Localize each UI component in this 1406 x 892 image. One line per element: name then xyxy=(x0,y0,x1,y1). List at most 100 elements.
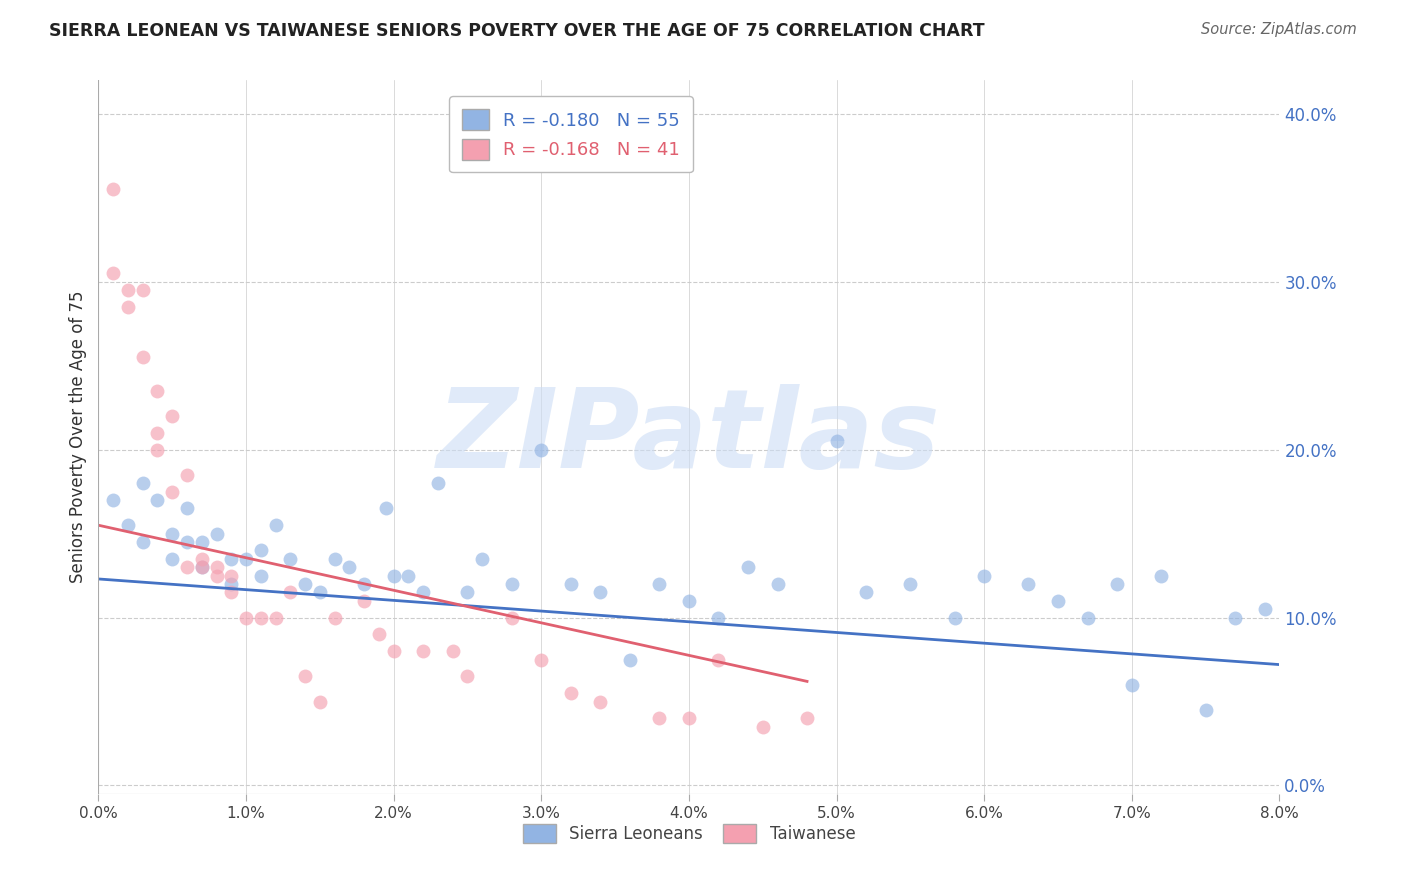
Point xyxy=(191,560,214,574)
Point xyxy=(457,585,479,599)
Point xyxy=(103,493,125,508)
Point xyxy=(648,711,671,725)
Point xyxy=(117,283,139,297)
Point xyxy=(205,568,228,582)
Point xyxy=(530,442,553,457)
Point xyxy=(560,686,582,700)
Point xyxy=(427,476,450,491)
Point xyxy=(589,585,612,599)
Point xyxy=(294,577,316,591)
Point xyxy=(132,476,155,491)
Point xyxy=(796,711,818,725)
Point xyxy=(221,585,243,599)
Point xyxy=(221,568,243,582)
Point xyxy=(766,577,789,591)
Point xyxy=(678,711,700,725)
Point xyxy=(250,568,273,582)
Point xyxy=(412,644,434,658)
Point xyxy=(900,577,922,591)
Point xyxy=(221,577,243,591)
Point xyxy=(191,535,214,549)
Point xyxy=(235,610,257,624)
Legend: Sierra Leoneans, Taiwanese: Sierra Leoneans, Taiwanese xyxy=(516,817,862,850)
Point xyxy=(943,610,966,624)
Text: ZIPatlas: ZIPatlas xyxy=(437,384,941,491)
Point xyxy=(117,300,139,314)
Point xyxy=(1195,703,1218,717)
Point xyxy=(162,526,183,541)
Point xyxy=(560,577,582,591)
Point xyxy=(132,283,155,297)
Point xyxy=(339,560,361,574)
Point xyxy=(132,535,155,549)
Point xyxy=(294,669,316,683)
Point xyxy=(501,610,523,624)
Point xyxy=(589,694,612,708)
Point xyxy=(162,409,183,423)
Point xyxy=(323,551,346,566)
Point xyxy=(162,484,183,499)
Point xyxy=(501,577,523,591)
Point xyxy=(309,585,332,599)
Point xyxy=(176,560,198,574)
Point xyxy=(1046,594,1070,608)
Point xyxy=(205,526,228,541)
Point xyxy=(1121,678,1143,692)
Point xyxy=(250,610,273,624)
Point xyxy=(678,594,700,608)
Point xyxy=(471,551,494,566)
Point xyxy=(382,568,405,582)
Point xyxy=(752,720,775,734)
Point xyxy=(146,425,169,440)
Point xyxy=(250,543,273,558)
Text: SIERRA LEONEAN VS TAIWANESE SENIORS POVERTY OVER THE AGE OF 75 CORRELATION CHART: SIERRA LEONEAN VS TAIWANESE SENIORS POVE… xyxy=(49,22,984,40)
Point xyxy=(441,644,464,658)
Point xyxy=(191,560,214,574)
Point xyxy=(146,493,169,508)
Point xyxy=(382,644,405,658)
Point xyxy=(1107,577,1129,591)
Point xyxy=(146,384,169,398)
Point xyxy=(280,551,302,566)
Point xyxy=(375,501,398,516)
Point xyxy=(1077,610,1099,624)
Point xyxy=(707,652,730,666)
Point xyxy=(457,669,479,683)
Point xyxy=(530,652,553,666)
Point xyxy=(353,577,375,591)
Point xyxy=(1018,577,1040,591)
Point xyxy=(309,694,332,708)
Point xyxy=(117,518,139,533)
Point xyxy=(221,551,243,566)
Text: Source: ZipAtlas.com: Source: ZipAtlas.com xyxy=(1201,22,1357,37)
Point xyxy=(146,442,169,457)
Point xyxy=(280,585,302,599)
Point xyxy=(103,266,125,280)
Point xyxy=(264,610,287,624)
Point xyxy=(1254,602,1277,616)
Point xyxy=(132,351,155,365)
Point xyxy=(648,577,671,591)
Point xyxy=(825,434,848,449)
Point xyxy=(855,585,877,599)
Point xyxy=(191,551,214,566)
Point xyxy=(235,551,257,566)
Point xyxy=(176,535,198,549)
Point xyxy=(162,551,183,566)
Point xyxy=(176,501,198,516)
Point xyxy=(323,610,346,624)
Point xyxy=(368,627,391,641)
Y-axis label: Seniors Poverty Over the Age of 75: Seniors Poverty Over the Age of 75 xyxy=(69,291,87,583)
Point xyxy=(264,518,287,533)
Point xyxy=(619,652,641,666)
Point xyxy=(398,568,420,582)
Point xyxy=(103,182,125,196)
Point xyxy=(353,594,375,608)
Point xyxy=(1225,610,1247,624)
Point xyxy=(412,585,434,599)
Point xyxy=(205,560,228,574)
Point xyxy=(973,568,995,582)
Point xyxy=(1150,568,1173,582)
Point xyxy=(176,467,198,482)
Point xyxy=(707,610,730,624)
